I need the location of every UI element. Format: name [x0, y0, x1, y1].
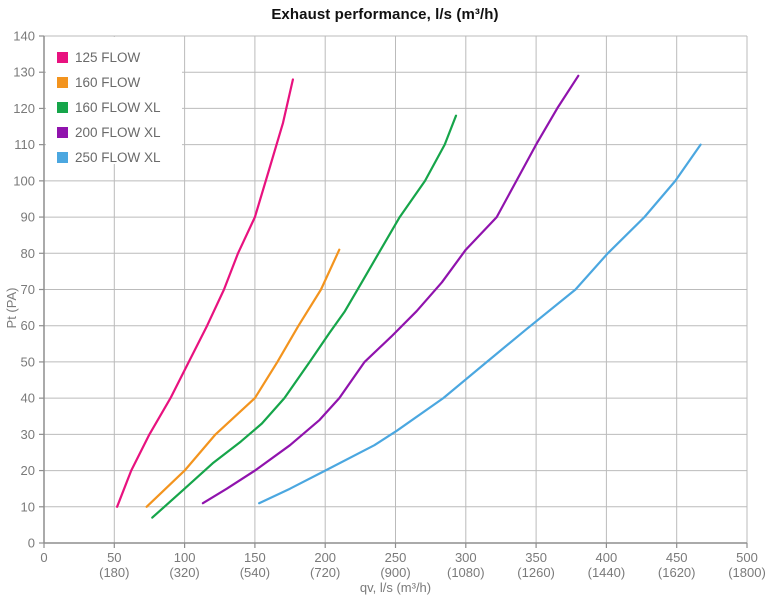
x-tick-sublabel: (1080)	[447, 565, 485, 580]
x-tick-label: 0	[40, 550, 47, 565]
y-tick-label: 10	[21, 499, 35, 514]
series-125-flow	[115, 78, 294, 508]
y-tick-label: 90	[21, 210, 35, 225]
y-tick-label: 100	[13, 173, 35, 188]
x-tick-label: 300	[455, 550, 477, 565]
y-tick-label: 80	[21, 246, 35, 261]
x-tick-label: 50	[107, 550, 121, 565]
x-tick-sublabel: (1800)	[728, 565, 766, 580]
legend-item-label: 125 FLOW	[75, 50, 141, 65]
legend: 125 FLOW 160 FLOW 160 FLOW XL 200 FLOW X…	[46, 37, 182, 165]
x-tick-labels: 0 50(180) 100(320) 150(540) 200(720) 250(900)…	[40, 550, 765, 580]
series-250-flow-xl	[258, 143, 702, 505]
series-160-flow	[145, 248, 341, 508]
y-tick-label: 60	[21, 318, 35, 333]
x-tick-sublabel: (720)	[310, 565, 340, 580]
legend-item-label: 160 FLOW	[75, 75, 141, 90]
legend-item: 160 FLOW XL	[57, 95, 182, 120]
legend-item: 250 FLOW XL	[57, 145, 182, 170]
y-tick-label: 40	[21, 391, 35, 406]
legend-item: 125 FLOW	[57, 45, 182, 70]
y-tick-label: 110	[14, 137, 35, 152]
series-color-swatch-icon	[57, 102, 68, 113]
legend-item-label: 200 FLOW XL	[75, 125, 161, 140]
y-tick-label: 70	[21, 282, 35, 297]
y-tick-label: 50	[21, 354, 35, 369]
legend-item-label: 250 FLOW XL	[75, 150, 161, 165]
x-tick-label: 500	[736, 550, 758, 565]
series-color-swatch-icon	[57, 127, 68, 138]
x-axis-label: qv, l/s (m³/h)	[359, 580, 432, 595]
y-tick-label: 130	[13, 65, 35, 80]
x-tick-label: 250	[385, 550, 407, 565]
x-tick-label: 350	[525, 550, 547, 565]
series-200-flow-xl	[201, 74, 580, 505]
y-tick-label: 20	[21, 463, 35, 478]
y-tick-label: 120	[13, 101, 35, 116]
series-color-swatch-icon	[57, 52, 68, 63]
x-tick-label: 400	[596, 550, 618, 565]
chart-title: Exhaust performance, l/s (m³/h)	[271, 6, 499, 23]
x-tick-sublabel: (320)	[169, 565, 199, 580]
series-color-swatch-icon	[57, 77, 68, 88]
x-tick-label: 200	[314, 550, 336, 565]
x-tick-sublabel: (900)	[380, 565, 410, 580]
y-axis-label: Pt (PA)	[4, 287, 19, 329]
x-tick-label: 100	[174, 550, 196, 565]
axis-ticks	[39, 35, 748, 548]
legend-item: 200 FLOW XL	[57, 120, 182, 145]
y-tick-labels: 0 10 20 30 40 50 60 70 80 90 100 110 120 130 140	[13, 29, 35, 551]
legend-item-label: 160 FLOW XL	[75, 100, 161, 115]
x-tick-sublabel: (180)	[99, 565, 129, 580]
x-tick-sublabel: (1260)	[517, 565, 555, 580]
x-tick-label: 450	[666, 550, 688, 565]
legend-item: 160 FLOW	[57, 70, 182, 95]
series-160-flow-xl	[151, 114, 458, 519]
y-tick-label: 0	[28, 536, 35, 551]
x-tick-label: 150	[244, 550, 266, 565]
x-tick-sublabel: (1440)	[588, 565, 626, 580]
series-color-swatch-icon	[57, 152, 68, 163]
x-tick-sublabel: (1620)	[658, 565, 696, 580]
x-tick-sublabel: (540)	[240, 565, 270, 580]
y-tick-label: 30	[21, 427, 35, 442]
y-tick-label: 140	[13, 29, 35, 44]
